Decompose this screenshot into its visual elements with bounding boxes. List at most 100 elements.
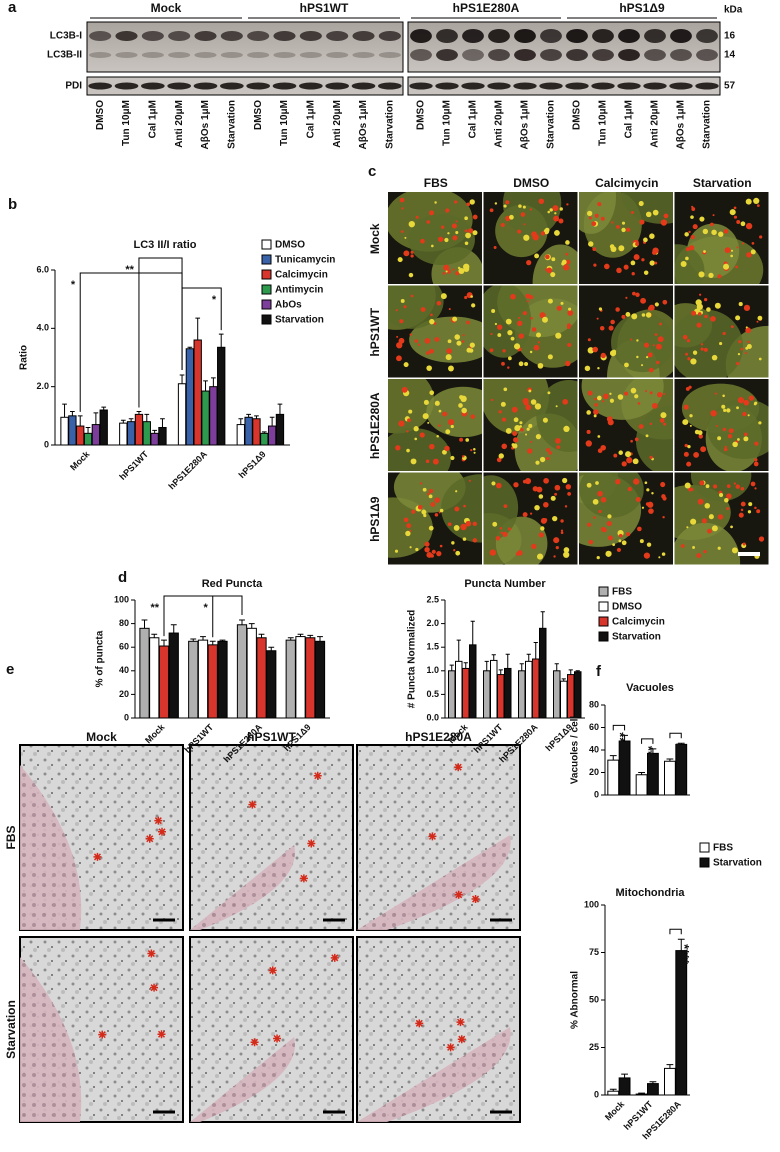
puncta bbox=[646, 312, 652, 318]
legend-swatch bbox=[262, 315, 271, 324]
bar bbox=[315, 641, 324, 718]
em-image bbox=[190, 937, 353, 1122]
band bbox=[246, 83, 270, 90]
puncta bbox=[470, 199, 475, 204]
puncta bbox=[396, 309, 398, 311]
col-label: Calcimycin bbox=[595, 176, 658, 190]
puncta bbox=[538, 341, 540, 343]
y-axis-label: % of puncta bbox=[95, 630, 106, 687]
puncta bbox=[702, 518, 707, 523]
band bbox=[617, 83, 640, 90]
puncta bbox=[599, 307, 602, 310]
y-tick-label: 25 bbox=[589, 1042, 599, 1052]
puncta bbox=[704, 348, 708, 352]
col-label: FBS bbox=[424, 176, 448, 190]
size-label: 14 bbox=[724, 50, 736, 61]
puncta bbox=[686, 526, 688, 528]
puncta bbox=[414, 438, 417, 441]
puncta bbox=[545, 255, 550, 260]
lane-label: Anti 20μM bbox=[494, 100, 505, 148]
band bbox=[141, 83, 165, 90]
y-tick-label: 1.5 bbox=[426, 642, 439, 652]
band bbox=[513, 83, 536, 90]
legend-label: Starvation bbox=[713, 858, 762, 869]
puncta bbox=[446, 348, 452, 354]
puncta bbox=[492, 522, 497, 527]
bar bbox=[636, 1094, 647, 1095]
puncta bbox=[630, 339, 632, 341]
puncta bbox=[500, 527, 503, 530]
puncta bbox=[395, 550, 398, 553]
bar bbox=[69, 416, 76, 445]
bar bbox=[92, 425, 99, 445]
x-tick-label: Mock bbox=[143, 721, 167, 745]
cell bbox=[611, 313, 674, 372]
puncta bbox=[454, 200, 457, 203]
chart-title: Mitochondria bbox=[615, 887, 685, 899]
puncta bbox=[427, 493, 430, 496]
puncta bbox=[593, 516, 596, 519]
puncta bbox=[435, 513, 438, 516]
asterisk bbox=[150, 984, 158, 992]
bar bbox=[198, 640, 207, 718]
puncta bbox=[563, 552, 569, 558]
panel-label: d bbox=[118, 569, 127, 586]
puncta bbox=[708, 273, 713, 278]
puncta bbox=[660, 482, 665, 487]
puncta bbox=[706, 307, 711, 312]
legend-label: DMSO bbox=[612, 602, 642, 613]
band bbox=[436, 49, 458, 61]
puncta bbox=[429, 444, 435, 450]
puncta bbox=[460, 396, 466, 402]
puncta bbox=[746, 252, 751, 257]
puncta bbox=[508, 527, 511, 530]
puncta bbox=[754, 507, 757, 510]
puncta bbox=[438, 237, 443, 242]
puncta bbox=[645, 481, 648, 484]
puncta bbox=[682, 419, 688, 425]
lane-label: AβOs 1μM bbox=[676, 100, 687, 149]
band bbox=[695, 83, 718, 90]
bar bbox=[127, 422, 134, 445]
puncta bbox=[608, 535, 613, 540]
puncta bbox=[398, 257, 403, 262]
y-tick-label: 1.0 bbox=[426, 665, 439, 675]
puncta bbox=[523, 512, 528, 517]
puncta bbox=[656, 361, 659, 364]
band bbox=[566, 49, 588, 61]
asterisk bbox=[98, 1031, 106, 1039]
cell bbox=[669, 310, 743, 383]
y-tick-label: 20 bbox=[589, 767, 599, 777]
puncta bbox=[451, 541, 454, 544]
puncta bbox=[653, 210, 659, 216]
puncta bbox=[532, 327, 536, 331]
puncta bbox=[595, 214, 599, 218]
puncta bbox=[724, 448, 728, 452]
puncta bbox=[503, 387, 507, 391]
puncta bbox=[625, 297, 627, 299]
error-bar bbox=[239, 620, 245, 625]
error-bar bbox=[471, 621, 475, 645]
y-tick-label: 100 bbox=[114, 594, 129, 604]
band bbox=[89, 52, 111, 58]
band bbox=[194, 83, 218, 90]
bar bbox=[648, 753, 659, 795]
bar bbox=[186, 349, 193, 445]
puncta bbox=[600, 326, 605, 331]
puncta bbox=[649, 305, 655, 311]
puncta bbox=[523, 235, 529, 241]
asterisk bbox=[300, 874, 308, 882]
puncta bbox=[448, 419, 454, 425]
puncta bbox=[618, 394, 624, 400]
puncta bbox=[511, 337, 515, 341]
y-tick-label: 2.0 bbox=[426, 618, 439, 628]
puncta bbox=[730, 525, 733, 528]
puncta bbox=[445, 208, 449, 212]
puncta bbox=[625, 312, 630, 317]
y-tick-label: 4.0 bbox=[36, 323, 49, 333]
puncta bbox=[540, 457, 545, 462]
error-bar bbox=[268, 647, 274, 651]
puncta bbox=[497, 333, 501, 337]
band bbox=[618, 49, 640, 61]
